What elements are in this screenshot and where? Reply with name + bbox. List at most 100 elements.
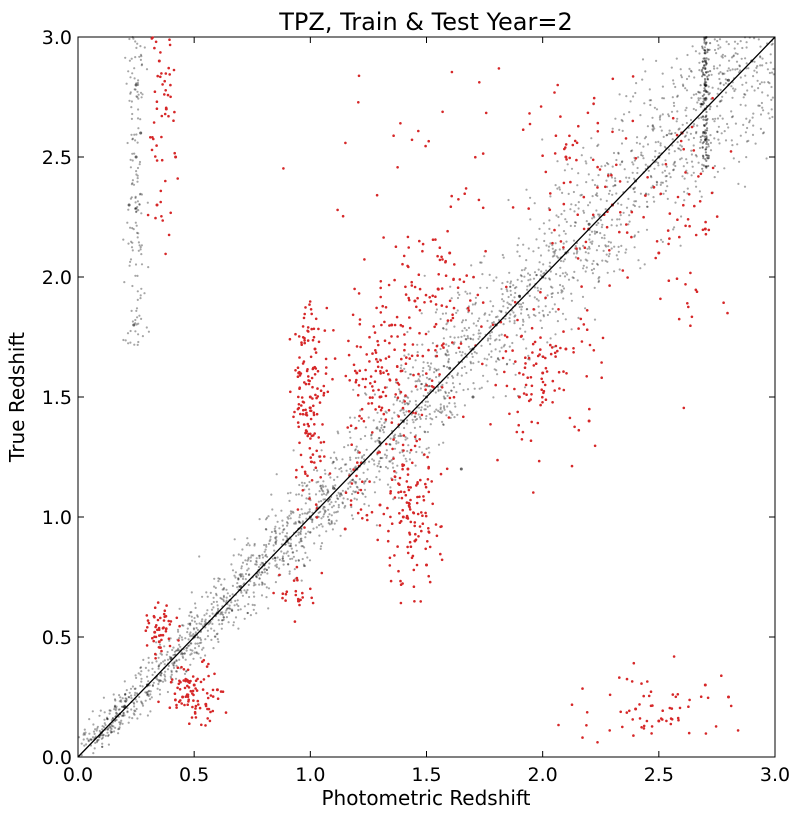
density-point: [121, 705, 124, 708]
density-point: [297, 559, 300, 562]
density-point: [461, 351, 464, 354]
density-point: [687, 731, 691, 735]
density-point: [588, 245, 591, 248]
density-point: [389, 443, 392, 446]
density-point: [350, 505, 353, 509]
density-point: [705, 146, 708, 149]
density-point: [307, 511, 310, 514]
density-point: [394, 245, 398, 248]
density-point: [336, 475, 339, 479]
density-point: [94, 728, 97, 731]
density-point: [349, 481, 352, 484]
density-point: [544, 296, 547, 300]
density-point: [584, 240, 588, 244]
density-point: [541, 355, 545, 359]
density-point: [136, 231, 139, 234]
density-point: [424, 293, 428, 297]
density-point: [433, 325, 436, 329]
density-point: [298, 483, 301, 487]
density-point: [726, 122, 729, 126]
density-point: [648, 88, 651, 91]
density-point: [706, 138, 709, 141]
density-point: [175, 616, 179, 620]
density-point: [311, 453, 315, 456]
density-point: [258, 577, 261, 580]
density-point: [201, 688, 205, 691]
density-point: [126, 141, 129, 145]
density-point: [189, 689, 193, 693]
density-point: [373, 481, 376, 484]
density-point: [627, 197, 630, 200]
density-point: [744, 74, 747, 77]
density-point: [108, 709, 111, 712]
density-point: [166, 690, 169, 694]
density-point: [616, 202, 620, 205]
density-point: [335, 511, 338, 514]
density-point: [610, 224, 613, 227]
density-point: [159, 679, 163, 683]
density-point: [192, 628, 196, 631]
density-point: [301, 336, 305, 339]
density-point: [698, 52, 701, 55]
density-point: [325, 530, 328, 533]
density-point: [316, 387, 319, 390]
density-point: [137, 232, 140, 235]
density-point: [194, 707, 197, 710]
density-point: [541, 138, 544, 141]
density-point: [425, 447, 428, 450]
density-point: [354, 481, 358, 484]
density-point: [673, 150, 676, 153]
density-point: [248, 573, 251, 576]
density-point: [498, 358, 501, 361]
density-point: [524, 330, 527, 333]
x-axis-label: Photometric Redshift: [322, 786, 531, 810]
density-point: [308, 510, 311, 513]
density-point: [462, 415, 465, 419]
density-point: [154, 155, 157, 158]
density-point: [285, 552, 288, 555]
density-point: [377, 462, 380, 465]
density-point: [529, 218, 532, 221]
density-point: [136, 42, 139, 45]
density-point: [718, 142, 721, 145]
density-point: [703, 124, 706, 127]
density-point: [506, 306, 509, 309]
density-point: [316, 469, 319, 472]
density-point: [692, 144, 695, 147]
density-point: [421, 249, 424, 253]
density-point: [308, 497, 311, 500]
density-point: [385, 369, 389, 373]
density-point: [646, 680, 649, 683]
density-point: [302, 316, 306, 320]
density-point: [204, 724, 207, 727]
density-point: [264, 553, 268, 556]
density-point: [266, 572, 269, 575]
density-point: [676, 195, 680, 199]
density-point: [271, 508, 274, 511]
density-point: [237, 608, 240, 612]
density-point: [437, 273, 441, 276]
density-point: [564, 143, 568, 146]
density-point: [703, 138, 707, 141]
density-point: [253, 542, 256, 546]
density-point: [559, 274, 562, 277]
density-point: [147, 690, 150, 693]
density-point: [545, 370, 549, 373]
density-point: [547, 249, 550, 252]
density-point: [406, 450, 409, 453]
density-point: [416, 512, 420, 516]
density-point: [500, 287, 503, 291]
scatter-point: [304, 431, 308, 435]
density-point: [134, 687, 137, 690]
density-point: [282, 563, 285, 566]
density-point: [398, 512, 401, 515]
density-point: [518, 371, 521, 375]
density-point: [397, 569, 400, 573]
density-point: [233, 538, 236, 541]
density-point: [407, 353, 410, 356]
density-point: [300, 396, 304, 399]
density-point: [669, 176, 672, 179]
density-point: [575, 158, 578, 162]
density-point: [362, 471, 365, 474]
density-point: [290, 547, 293, 550]
